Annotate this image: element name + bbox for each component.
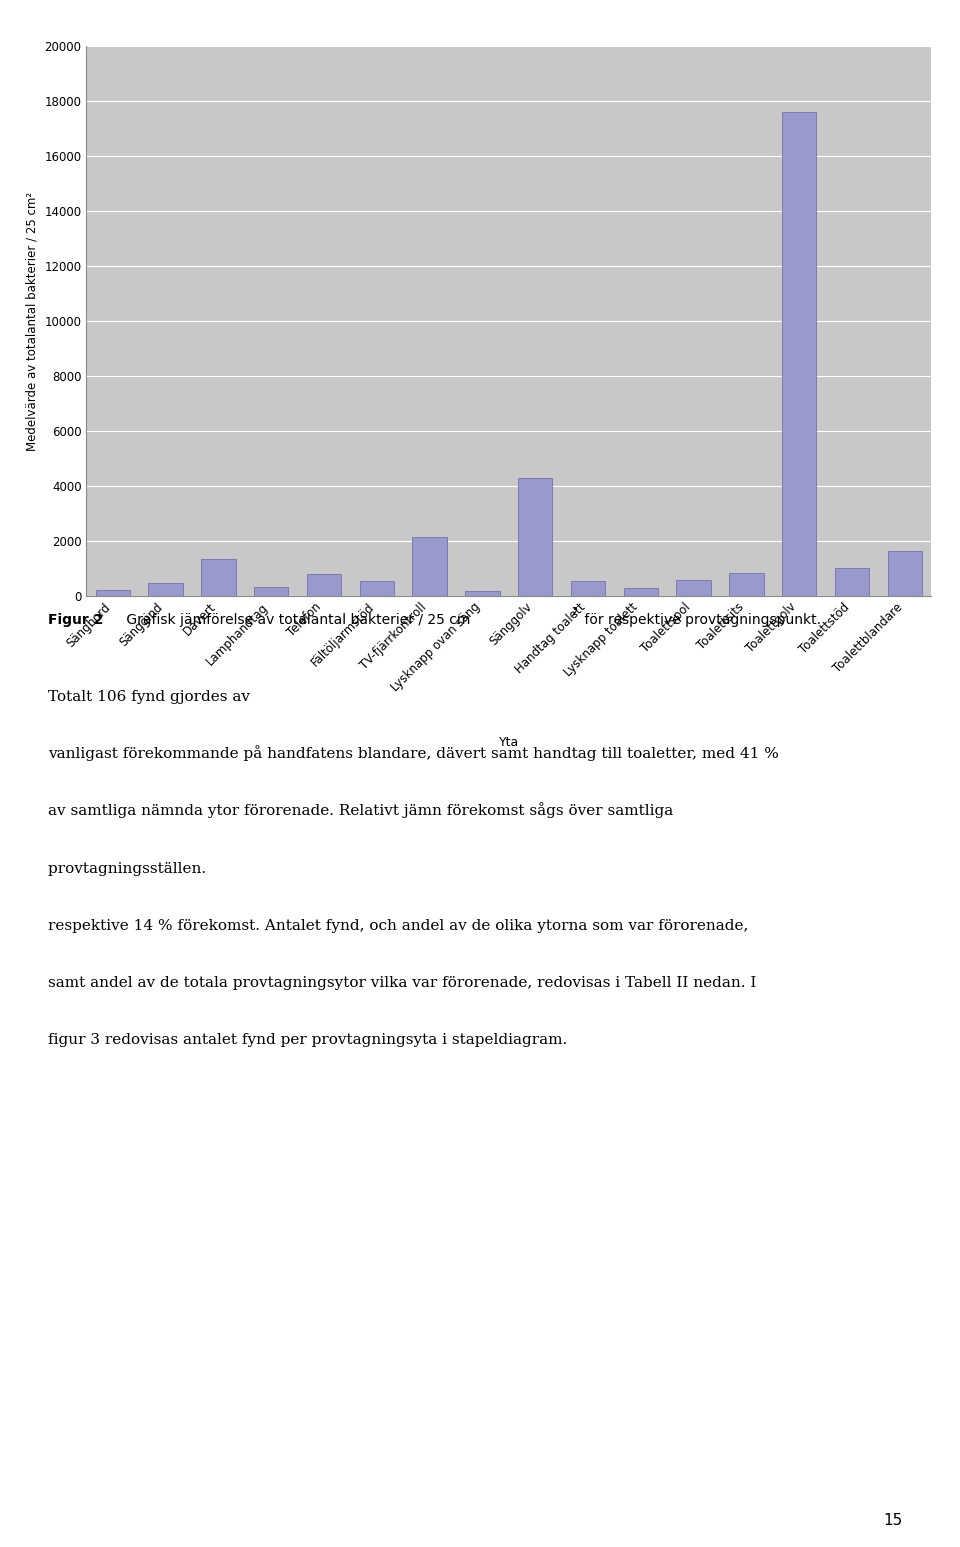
Y-axis label: Medelvärde av totalantal bakterier / 25 cm²: Medelvärde av totalantal bakterier / 25 …	[26, 192, 38, 450]
Bar	[466, 591, 499, 596]
Bar	[149, 583, 182, 596]
Text: samt andel av de totala provtagningsytor vilka var förorenade, redovisas i Tabel: samt andel av de totala provtagningsytor…	[48, 976, 756, 990]
Text: vanligast förekommande på handfatens blandare, dävert samt handtag till toalette: vanligast förekommande på handfatens bla…	[48, 746, 779, 761]
Bar	[835, 568, 869, 596]
Text: figur 3 redovisas antalet fynd per provtagningsyta i stapeldiagram.: figur 3 redovisas antalet fynd per provt…	[48, 1033, 567, 1047]
Bar	[413, 537, 446, 596]
Bar	[782, 113, 816, 596]
Text: 15: 15	[883, 1513, 902, 1528]
Bar	[888, 551, 922, 596]
X-axis label: Yta: Yta	[498, 736, 519, 749]
Bar	[96, 589, 130, 596]
Bar	[307, 574, 341, 596]
Text: av samtliga nämnda ytor förorenade. Relativt jämn förekomst sågs över samtliga: av samtliga nämnda ytor förorenade. Rela…	[48, 803, 673, 818]
Bar	[730, 574, 763, 596]
Text: för respektive provtagningspunkt.: för respektive provtagningspunkt.	[580, 613, 821, 627]
Text: provtagningsställen.: provtagningsställen.	[48, 862, 211, 876]
Text: Figur 2: Figur 2	[48, 613, 104, 627]
Bar	[360, 582, 394, 596]
Bar	[254, 586, 288, 596]
Text: Grafisk jämförelse av totalantal bakterier / 25 cm: Grafisk jämförelse av totalantal bakteri…	[122, 613, 470, 627]
Bar	[571, 582, 605, 596]
Bar	[624, 588, 658, 596]
Bar	[677, 580, 710, 596]
Text: respektive 14 % förekomst. Antalet fynd, och andel av de olika ytorna som var fö: respektive 14 % förekomst. Antalet fynd,…	[48, 919, 749, 933]
Bar	[202, 558, 235, 596]
Text: Totalt 106 fynd gjordes av: Totalt 106 fynd gjordes av	[48, 690, 254, 704]
Text: 2: 2	[571, 608, 578, 617]
Bar	[518, 478, 552, 596]
